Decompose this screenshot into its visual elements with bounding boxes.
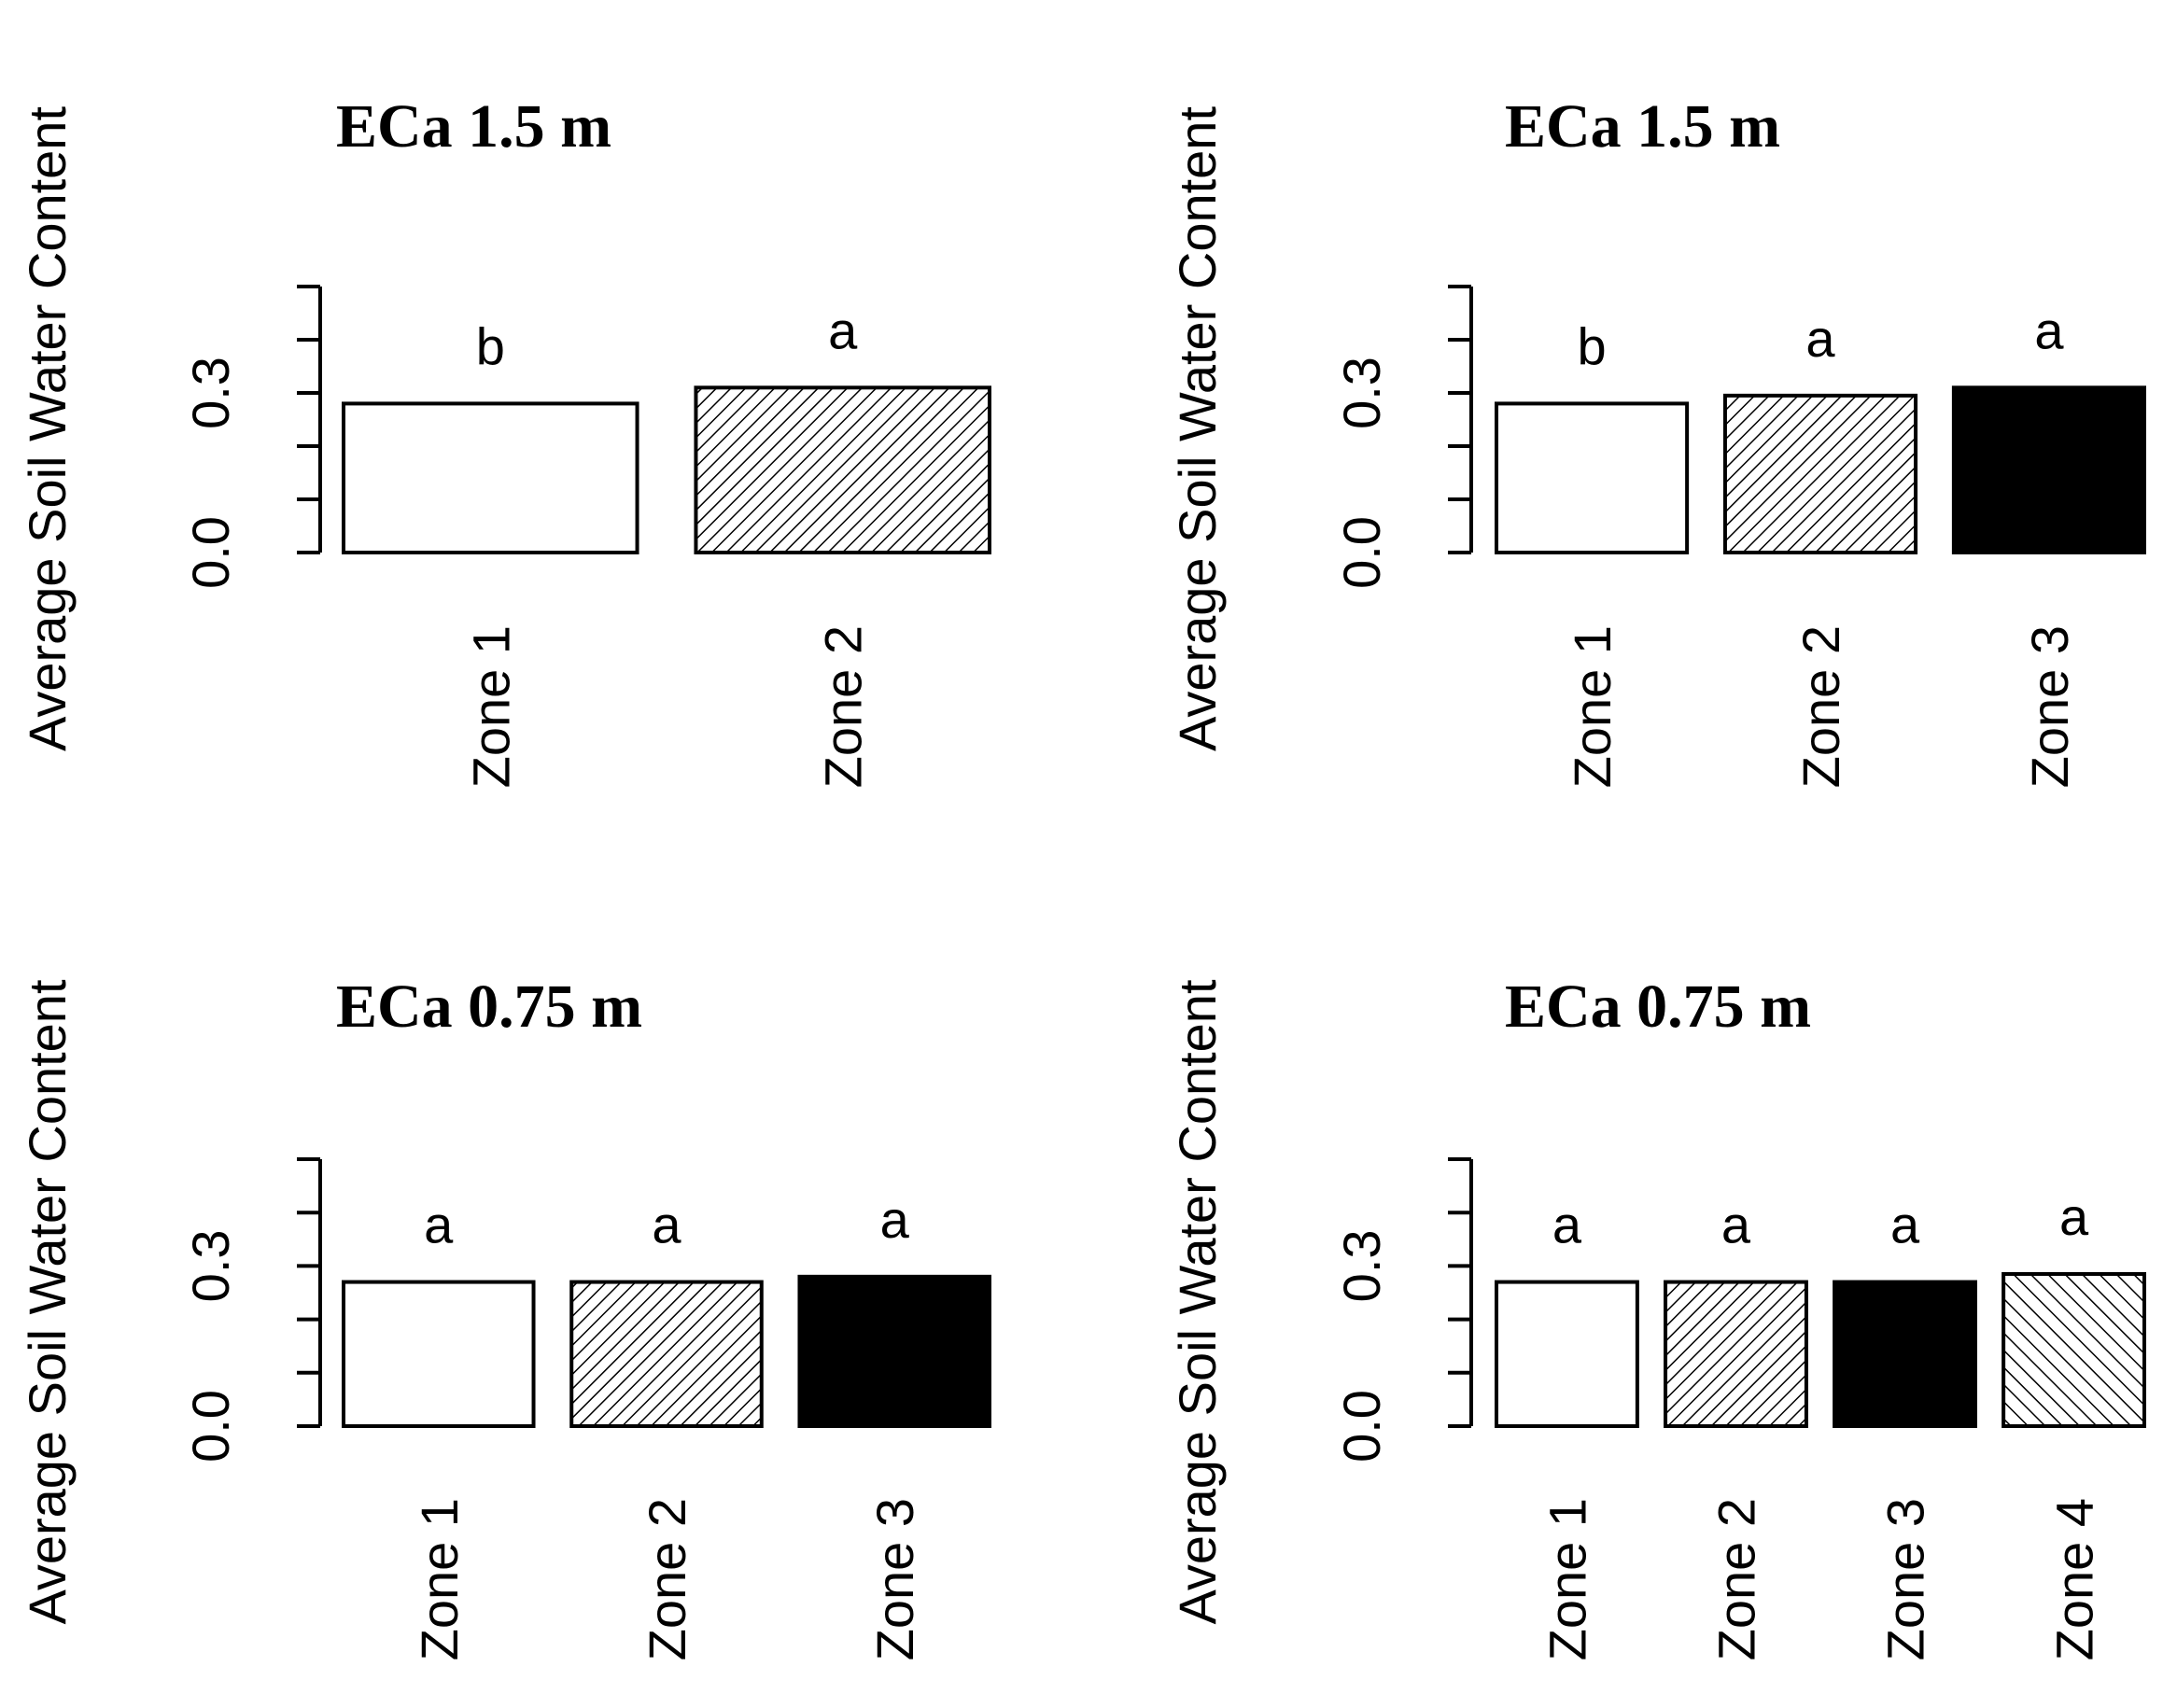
bar-zone-2: [1722, 393, 1918, 554]
y-axis-label: Average Soil Water Content: [1168, 979, 1227, 1624]
x-tick-label: Zone 2: [814, 625, 873, 788]
x-tick-label: Zone 3: [865, 1498, 924, 1660]
x-tick-label: Zone 4: [2045, 1498, 2104, 1660]
x-tick-label: Zone 3: [1876, 1498, 1935, 1660]
x-tick-label: Zone 2: [1791, 625, 1850, 788]
bar-zone-2: [1664, 1280, 1808, 1429]
significance-label: a: [2059, 1187, 2089, 1246]
significance-label: a: [652, 1196, 681, 1254]
bar-zone-1: [1495, 1280, 1639, 1429]
chart-title: ECa 1.5 m: [1505, 92, 1780, 161]
y-tick-label: 0.3: [181, 357, 240, 429]
x-tick-label: Zone 1: [461, 625, 520, 788]
chart-panel-3: ECa 0.75 m Average Soil Water Content 0.0 0…: [18, 973, 991, 1660]
y-axis-label: Average Soil Water Content: [18, 106, 77, 751]
significance-label: b: [476, 316, 505, 375]
y-tick-label: 0.3: [1332, 357, 1391, 429]
x-tick-label: Zone 2: [638, 1498, 696, 1660]
bar-zone-4: [2001, 1271, 2146, 1428]
bar-zone-2: [694, 385, 991, 554]
significance-label: a: [1890, 1196, 1920, 1254]
y-tick-label: 0.0: [1332, 1390, 1391, 1463]
significance-label: a: [2034, 301, 2064, 359]
bar-zone-3: [1833, 1280, 1977, 1429]
chart-title: ECa 0.75 m: [336, 973, 642, 1041]
bar-zone-3: [797, 1274, 991, 1428]
x-tick-label: Zone 1: [1563, 625, 1622, 788]
bar-zone-1: [342, 401, 639, 554]
x-tick-label: Zone 1: [1538, 1498, 1596, 1660]
chart-title: ECa 1.5 m: [336, 92, 611, 161]
chart-panel-4: ECa 0.75 m Average Soil Water Content 0.0 0…: [1168, 973, 2146, 1660]
significance-label: a: [1805, 309, 1835, 368]
bar-zone-3: [1951, 385, 2146, 554]
y-axis-label: Average Soil Water Content: [1168, 106, 1227, 751]
significance-label: a: [1721, 1196, 1751, 1254]
chart-panel-1: ECa 1.5 m Average Soil Water Content 0.0 0.…: [18, 92, 991, 788]
significance-label: a: [1552, 1196, 1582, 1254]
y-tick-label: 0.0: [181, 516, 240, 589]
y-axis-label: Average Soil Water Content: [18, 979, 77, 1624]
chart-title: ECa 0.75 m: [1505, 973, 1811, 1041]
bar-zone-2: [569, 1280, 764, 1429]
significance-label: a: [880, 1190, 910, 1249]
x-tick-label: Zone 2: [1707, 1498, 1765, 1660]
significance-label: a: [828, 301, 858, 359]
x-tick-label: Zone 3: [2020, 625, 2079, 788]
bar-zone-1: [342, 1280, 536, 1429]
significance-label: b: [1577, 316, 1606, 375]
y-tick-label: 0.0: [181, 1390, 240, 1463]
y-tick-label: 0.3: [181, 1229, 240, 1302]
y-tick-label: 0.0: [1332, 516, 1391, 589]
bar-zone-1: [1495, 401, 1690, 554]
y-tick-label: 0.3: [1332, 1229, 1391, 1302]
chart-panel-2: ECa 1.5 m Average Soil Water Content 0.0 0.…: [1168, 92, 2146, 788]
significance-label: a: [424, 1196, 454, 1254]
x-tick-label: Zone 1: [410, 1498, 469, 1660]
